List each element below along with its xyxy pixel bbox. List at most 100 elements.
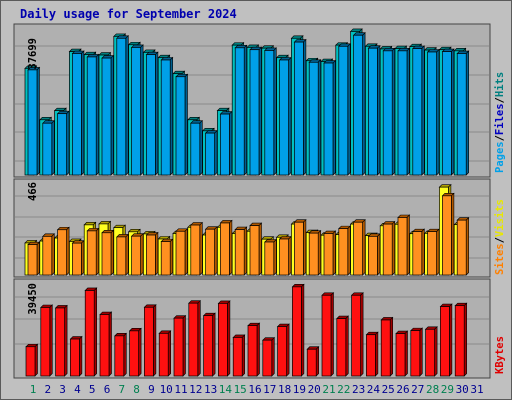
bar-side xyxy=(153,304,157,377)
bar-front xyxy=(131,47,141,176)
x-tick-label-day-24: 24 xyxy=(367,383,381,396)
bar-side xyxy=(95,227,99,276)
bar-front xyxy=(351,294,361,377)
bar-side xyxy=(125,35,129,176)
x-tick-label-day-10: 10 xyxy=(160,383,173,396)
files-bar-day-15 xyxy=(234,44,248,176)
bar-side xyxy=(167,330,171,377)
bar-side xyxy=(64,304,68,377)
bar-side xyxy=(406,214,410,276)
bar-side xyxy=(421,228,425,276)
bar-side xyxy=(449,303,453,377)
bar-front xyxy=(57,113,67,176)
bar-front xyxy=(249,225,260,276)
sites-bar-day-3 xyxy=(56,226,70,276)
bar-side xyxy=(110,229,114,276)
bar-side xyxy=(436,48,440,176)
sites-bar-day-12 xyxy=(190,221,204,276)
x-tick-label-day-25: 25 xyxy=(382,383,395,396)
kbytes-bar-day-19 xyxy=(291,283,305,377)
bar-side xyxy=(315,346,320,377)
files-bar-day-18 xyxy=(278,56,292,176)
kbytes-bar-day-1 xyxy=(25,343,39,377)
sites-bar-day-2 xyxy=(42,233,56,276)
bar-front xyxy=(99,314,110,377)
bar-side xyxy=(140,44,144,176)
bar-front xyxy=(306,348,317,377)
bar-front xyxy=(218,303,228,377)
bar-side xyxy=(229,110,233,176)
bar-side xyxy=(51,119,55,176)
x-tick-label-day-22: 22 xyxy=(337,383,350,396)
bar-front xyxy=(338,228,349,276)
kbytes-bar-day-24 xyxy=(365,331,379,377)
bar-side xyxy=(288,235,292,276)
bar-front xyxy=(144,306,154,377)
bar-front xyxy=(279,59,289,176)
bar-front xyxy=(27,244,38,276)
bar-side xyxy=(123,332,127,377)
bar-front xyxy=(292,286,302,377)
bar-side xyxy=(155,231,159,276)
bar-front xyxy=(321,294,332,377)
x-tick-label-day-16: 16 xyxy=(248,383,261,396)
bar-side xyxy=(36,241,40,276)
bar-side xyxy=(108,311,112,377)
y-axis-label: KBytes xyxy=(494,336,506,374)
files-bar-day-20 xyxy=(308,59,322,176)
bar-front xyxy=(173,317,184,377)
slash-1: / xyxy=(494,135,506,141)
bar-side xyxy=(273,47,277,176)
bar-side xyxy=(229,219,233,276)
sites-bar-day-19 xyxy=(293,218,307,276)
bar-front xyxy=(440,306,450,377)
files-label: Files xyxy=(494,103,506,135)
bar-front xyxy=(220,113,230,176)
hits-files-pages-panel: 37699 Pages/Files/Hits xyxy=(13,23,506,178)
bar-front xyxy=(279,238,289,276)
sites-label: Sites xyxy=(494,243,506,275)
bar-front xyxy=(160,59,171,176)
files-bar-day-25 xyxy=(382,47,396,176)
bar-side xyxy=(317,229,322,276)
slash-1: / xyxy=(494,237,506,243)
kbytes-bar-day-3 xyxy=(54,304,68,377)
files-bar-day-17 xyxy=(264,47,278,176)
bar-front xyxy=(395,333,406,377)
bar-front xyxy=(146,54,156,176)
kbytes-bar-day-29 xyxy=(439,303,453,377)
files-bar-day-30 xyxy=(456,50,470,176)
ymax-label: 37699 xyxy=(27,38,39,70)
bar-side xyxy=(199,221,203,276)
bar-front xyxy=(57,229,67,276)
bar-front xyxy=(72,53,82,176)
files-bar-day-10 xyxy=(160,56,174,176)
kbytes-bar-day-11 xyxy=(173,314,187,377)
bar-front xyxy=(234,47,245,176)
files-bar-day-2 xyxy=(42,119,56,176)
bar-front xyxy=(425,328,435,377)
bar-front xyxy=(27,69,38,176)
kbytes-bar-day-23 xyxy=(350,292,364,377)
kbytes-bar-day-14 xyxy=(217,300,231,377)
x-axis-day-labels: 1 2 3 4 5 6 7 8 9 10 11 12 13 14 15 16 17 18 19 20 21 22 23 24 2… xyxy=(30,383,484,396)
bar-front xyxy=(264,50,275,176)
sites-bar-day-18 xyxy=(278,235,292,276)
bar-front xyxy=(205,228,215,276)
bar-front xyxy=(427,51,437,176)
sites-bar-day-20 xyxy=(308,229,322,276)
visits-sites-panel: 466 Sites/Visits xyxy=(13,178,506,278)
ymax-label: 466 xyxy=(27,182,39,201)
files-bar-day-13 xyxy=(204,129,218,176)
bar-side xyxy=(273,238,277,276)
bar-side xyxy=(81,50,85,176)
x-tick-label-day-13: 13 xyxy=(204,383,217,396)
sites-bar-day-5 xyxy=(86,227,100,276)
files-bar-day-22 xyxy=(338,43,352,176)
kbytes-bar-day-16 xyxy=(247,322,261,377)
bar-side xyxy=(288,56,292,176)
sites-bar-day-11 xyxy=(175,228,189,276)
bar-front xyxy=(442,51,452,176)
bar-side xyxy=(169,238,173,276)
bar-front xyxy=(70,338,80,377)
